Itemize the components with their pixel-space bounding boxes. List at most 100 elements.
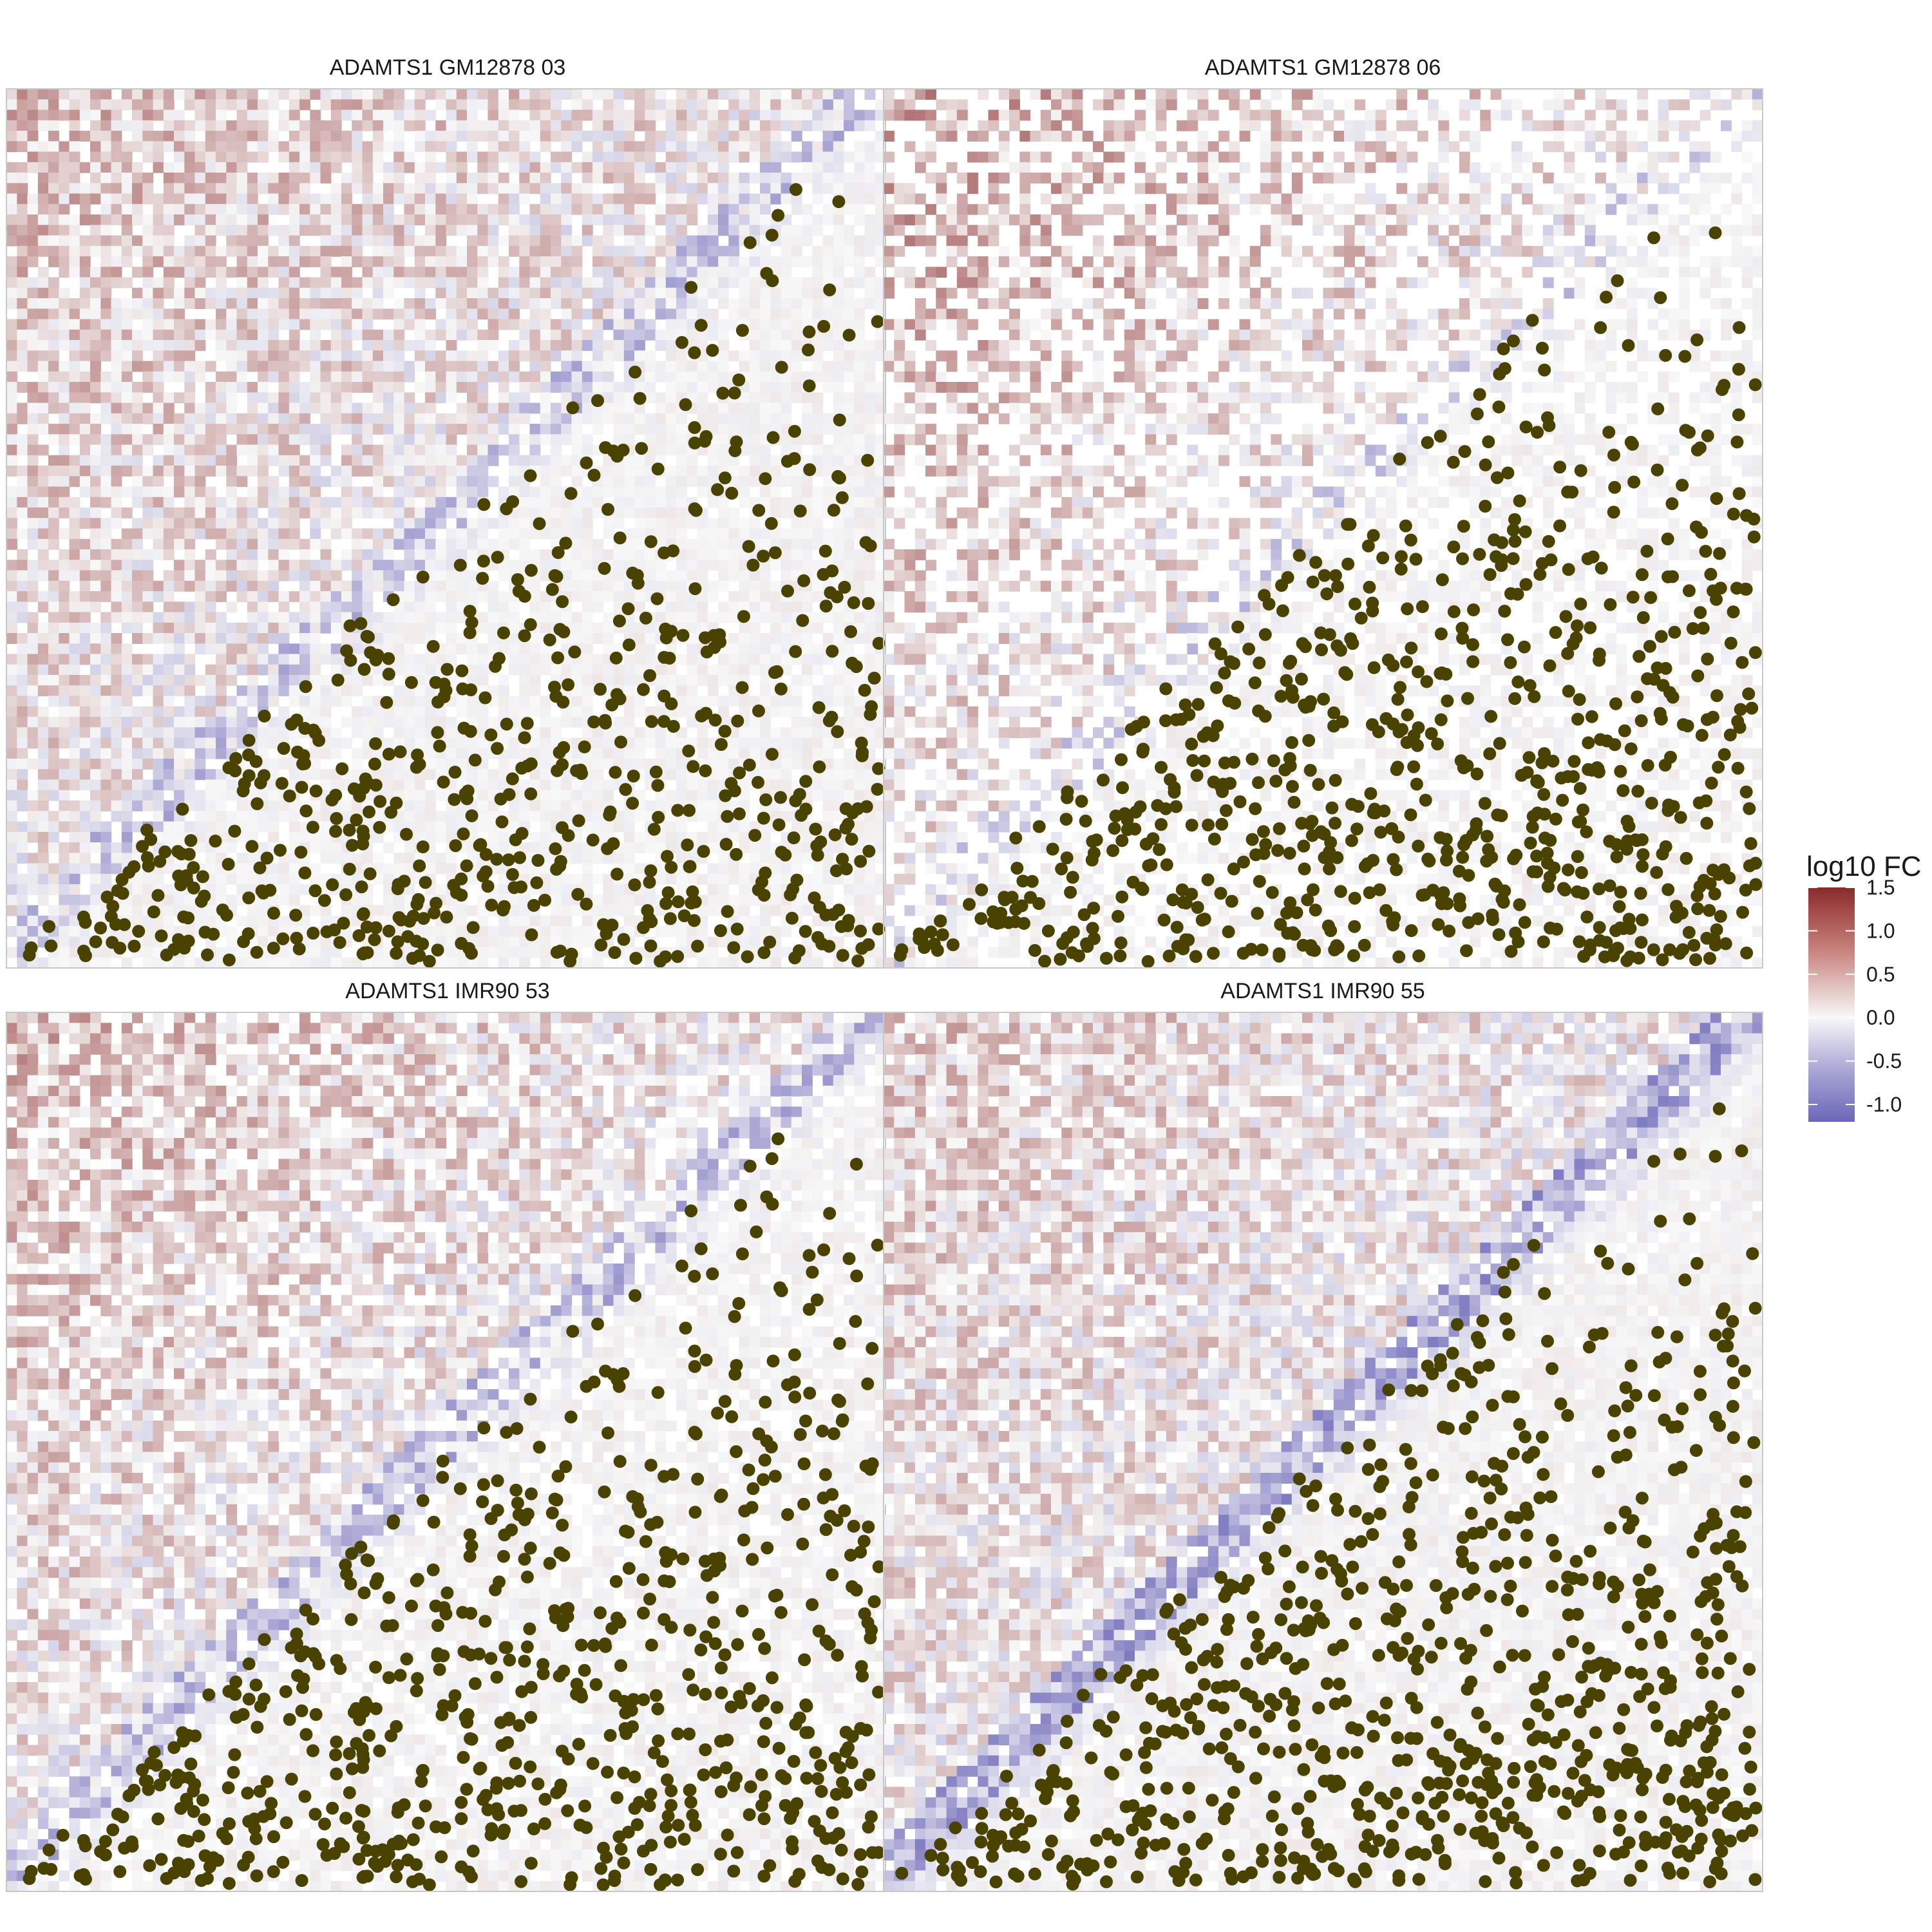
heatmap-cell (687, 696, 697, 707)
heatmap-cell (603, 549, 614, 560)
heatmap-cell (509, 141, 520, 152)
heatmap-cell (17, 727, 28, 738)
heatmap-cell (833, 455, 844, 466)
heatmap-cell (404, 706, 415, 717)
heatmap-cell (174, 246, 185, 257)
heatmap-cell (457, 267, 468, 278)
heatmap-cell (352, 675, 363, 686)
heatmap-cell (70, 382, 80, 393)
heatmap-cell (572, 518, 583, 529)
heatmap-cell (6, 267, 17, 278)
heatmap-cell (561, 665, 572, 676)
heatmap-cell (666, 288, 677, 299)
heatmap-cell (363, 507, 374, 518)
heatmap-cell (833, 267, 844, 278)
heatmap-cell (195, 706, 206, 717)
heatmap-cell (17, 769, 28, 780)
heatmap-cell (268, 392, 279, 403)
heatmap-cell (258, 298, 269, 309)
heatmap-cell (844, 350, 855, 361)
heatmap-cell (90, 571, 101, 582)
heatmap-cell (708, 319, 719, 330)
heatmap-cell (122, 434, 133, 445)
heatmap-cell (6, 738, 17, 749)
heatmap-cell (415, 685, 426, 696)
heatmap-cell (666, 769, 677, 780)
heatmap-cell (383, 204, 394, 215)
heatmap-cell (122, 120, 133, 131)
heatmap-cell (70, 361, 80, 372)
heatmap-cell (572, 507, 583, 518)
heatmap-cell (415, 507, 426, 518)
heatmap-cell (488, 308, 499, 319)
heatmap-cell (728, 748, 739, 759)
heatmap-cell (760, 372, 771, 383)
heatmap-cell (132, 434, 143, 445)
heatmap-cell (645, 507, 656, 518)
heatmap-cell (174, 612, 185, 623)
heatmap-cell (509, 152, 520, 163)
heatmap-cell (310, 225, 321, 236)
heatmap-cell (781, 434, 792, 445)
heatmap-cell (363, 236, 374, 247)
heatmap-cell (551, 445, 562, 456)
heatmap-cell (770, 780, 781, 791)
heatmap-cell (614, 99, 625, 110)
heatmap-cell (603, 120, 614, 131)
heatmap-cell (750, 372, 761, 383)
heatmap-cell (781, 392, 792, 403)
heatmap-cell (216, 696, 227, 707)
heatmap-cell (70, 675, 80, 686)
heatmap-cell (728, 518, 739, 529)
heatmap-cell (854, 120, 865, 131)
heatmap-cell (676, 529, 687, 540)
heatmap-cell (184, 696, 195, 707)
heatmap-cell (530, 99, 541, 110)
heatmap-cell (687, 539, 697, 550)
heatmap-cell (299, 162, 310, 173)
heatmap-cell (582, 131, 593, 142)
heatmap-cell (258, 236, 269, 247)
heatmap-cell (697, 518, 708, 529)
heatmap-cell (90, 643, 101, 654)
heatmap-cell (446, 173, 457, 184)
heatmap-cell (540, 696, 551, 707)
heatmap-cell (603, 162, 614, 173)
heatmap-cell (865, 152, 876, 163)
heatmap-cell (279, 424, 290, 435)
heatmap-cell (760, 392, 771, 403)
heatmap-cell (153, 152, 164, 163)
heatmap-cell (582, 236, 593, 247)
heatmap-cell (237, 539, 248, 550)
heatmap-cell (614, 560, 625, 571)
heatmap-cell (122, 748, 133, 759)
heatmap-cell (111, 549, 122, 560)
heatmap-cell (80, 601, 91, 612)
heatmap-cell (247, 236, 258, 247)
heatmap-cell (132, 466, 143, 477)
heatmap-cell (425, 497, 436, 508)
heatmap-cell (17, 131, 28, 142)
heatmap-cell (446, 455, 457, 466)
heatmap-cell (687, 152, 697, 163)
heatmap-cell (279, 288, 290, 299)
heatmap-cell (530, 288, 541, 299)
heatmap-cell (457, 308, 468, 319)
heatmap-cell (540, 549, 551, 560)
heatmap-cell (509, 162, 520, 173)
heatmap-cell (6, 654, 17, 665)
heatmap-cell (425, 549, 436, 560)
heatmap-cell (38, 110, 49, 121)
heatmap-cell (718, 529, 729, 540)
heatmap-cell (17, 204, 28, 215)
heatmap-cell (697, 99, 708, 110)
heatmap-cell (457, 466, 468, 477)
heatmap-cell (854, 769, 865, 780)
heatmap-cell (833, 162, 844, 173)
heatmap-cell (781, 759, 792, 770)
heatmap-cell (697, 162, 708, 173)
heatmap-cell (184, 256, 195, 267)
heatmap-cell (268, 424, 279, 435)
heatmap-cell (603, 392, 614, 403)
heatmap-cell (446, 738, 457, 749)
